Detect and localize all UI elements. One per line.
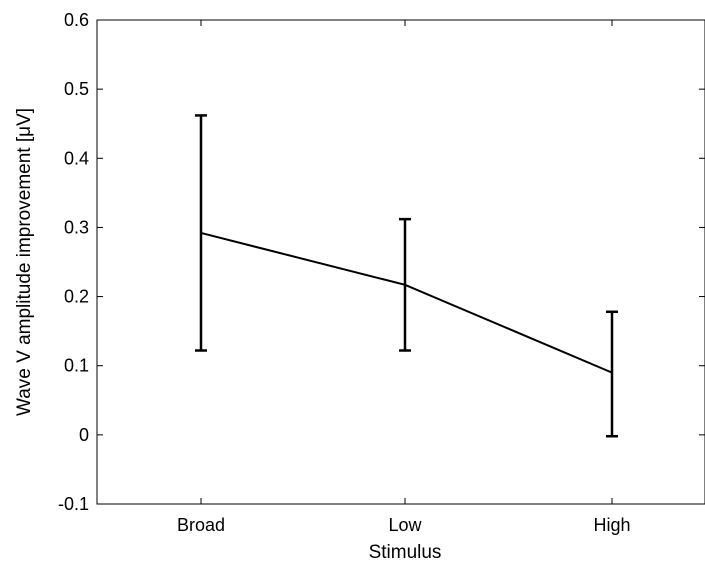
y-tick-label: 0.1	[64, 356, 89, 376]
y-tick-label: 0.4	[64, 148, 89, 168]
x-tick-label: High	[593, 515, 630, 535]
y-ticks: -0.1 0 0.1 0.2 0.3 0.4 0.5 0.6	[58, 10, 705, 514]
x-ticks: Broad Low High	[177, 20, 631, 535]
y-tick-label: 0.2	[64, 287, 89, 307]
plot-frame	[96, 19, 705, 505]
y-tick-label: -0.1	[58, 494, 89, 514]
y-tick-label: 0.5	[64, 79, 89, 99]
y-tick-label: 0.3	[64, 217, 89, 237]
series-line	[200, 231, 613, 374]
x-tick-label: Low	[388, 515, 422, 535]
x-axis-label: Stimulus	[369, 542, 442, 563]
y-tick-label: 0	[79, 425, 89, 445]
y-tick-label: 0.6	[64, 10, 89, 30]
data-series	[195, 114, 618, 438]
y-axis-label: Wave V amplitude improvement [μV]	[14, 108, 35, 416]
x-tick-label: Broad	[177, 515, 225, 535]
